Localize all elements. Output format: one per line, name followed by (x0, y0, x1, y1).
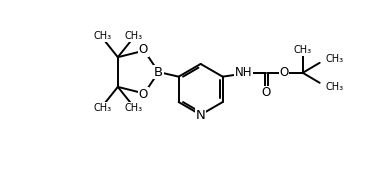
Text: CH₃: CH₃ (294, 46, 312, 55)
Text: B: B (154, 66, 163, 78)
Text: O: O (139, 43, 148, 56)
Text: CH₃: CH₃ (124, 103, 142, 113)
Text: O: O (139, 88, 148, 101)
Text: N: N (196, 109, 205, 122)
Text: CH₃: CH₃ (93, 31, 111, 41)
Text: CH₃: CH₃ (326, 82, 344, 92)
Text: O: O (262, 86, 271, 99)
Text: CH₃: CH₃ (124, 31, 142, 41)
Text: NH: NH (235, 66, 252, 78)
Text: CH₃: CH₃ (93, 103, 111, 113)
Text: O: O (280, 66, 289, 78)
Text: CH₃: CH₃ (326, 54, 344, 64)
